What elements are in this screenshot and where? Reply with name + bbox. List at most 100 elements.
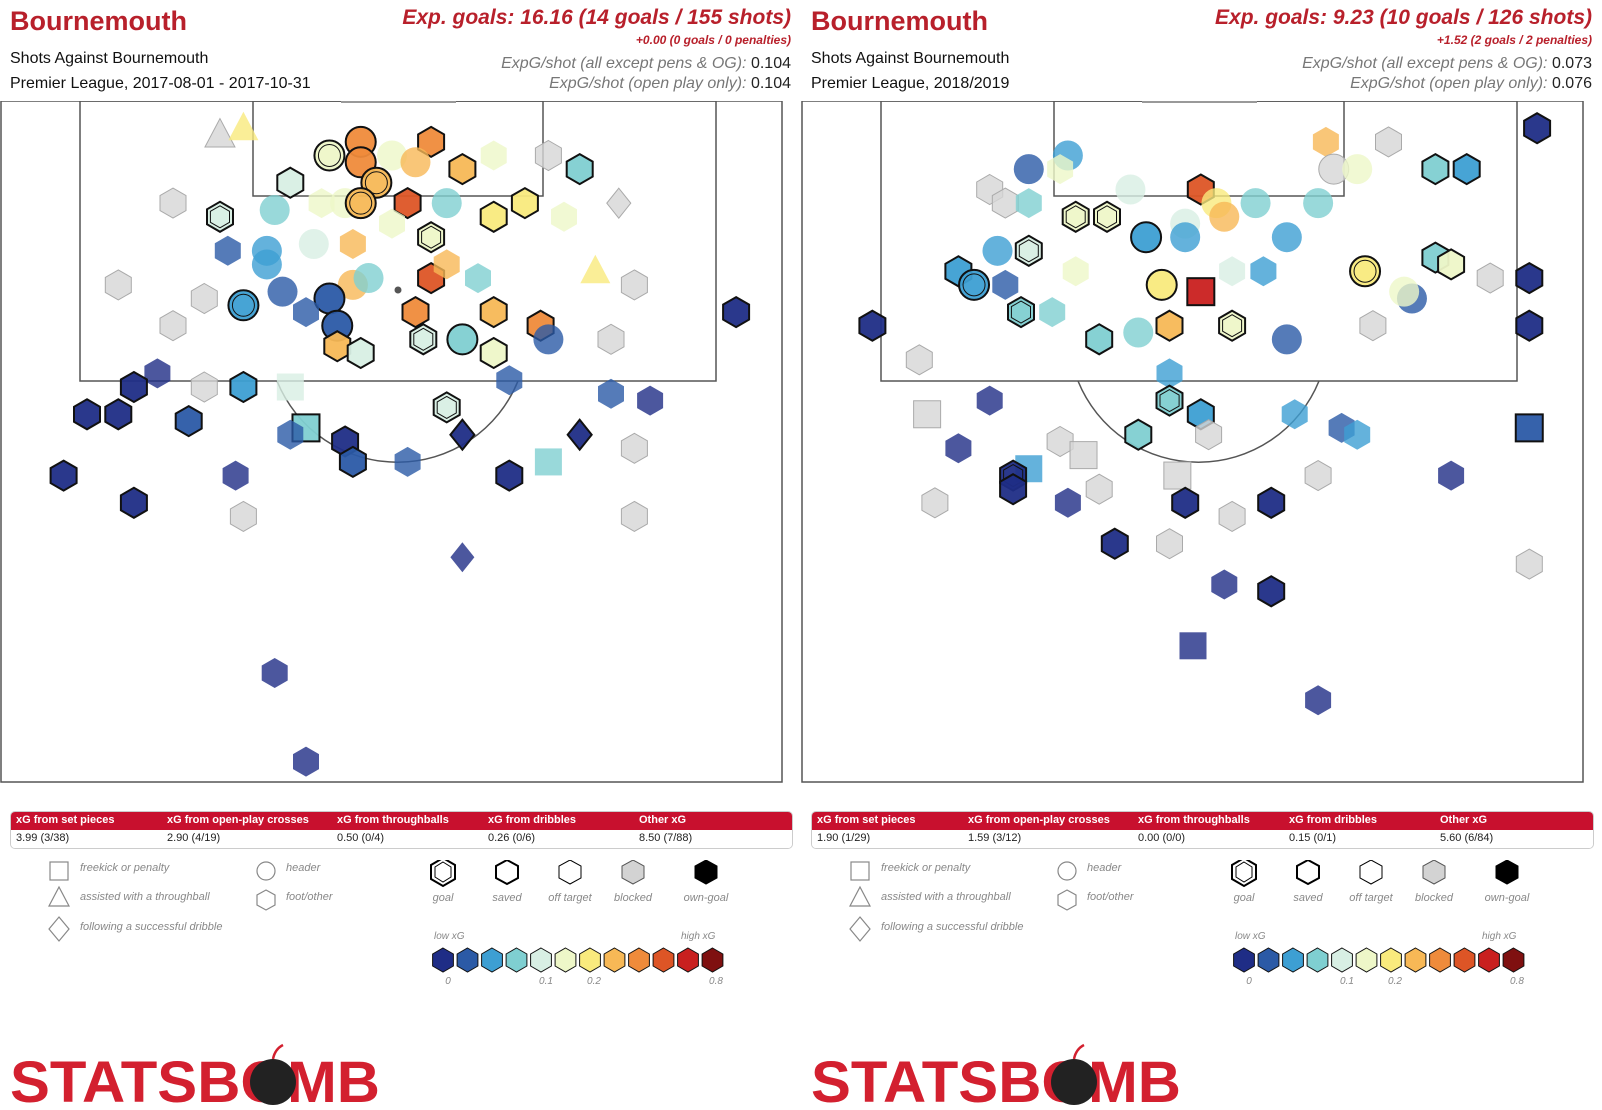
header-other-xg: Other xG [639,814,687,826]
shot-marker [1257,575,1286,608]
goal-marker-ring [413,327,434,351]
shot-marker [905,344,933,376]
shot-marker [580,254,611,284]
scale-swatch [1331,947,1353,973]
legend-own-goal-label: own-goal [1485,892,1530,904]
bomb-fuse-icon [271,1043,284,1060]
goal-marker-ring [364,171,388,195]
scale-high-label: high xG [1482,931,1517,942]
header-open-play-crosses: xG from open-play crosses [968,814,1110,826]
header-throughballs: xG from throughballs [337,814,449,826]
shot-marker [446,323,479,356]
shot-marker [338,445,367,479]
xg-table-row: 3.99 (3/38) 2.90 (4/19) 0.50 (0/4) 0.26 … [11,830,792,848]
scale-swatch [1380,947,1402,973]
legend-off-target-label: off target [548,892,592,904]
legend-saved-label: saved [492,892,522,904]
diamond-icon [48,916,70,942]
panel-left: Bournemouth Shots Against Bournemouth Pr… [0,6,793,1108]
color-swatches [432,947,724,973]
shot-marker [1039,297,1066,328]
shot-marker [449,418,476,452]
competition-period: Premier League, 2017-08-01 - 2017-10-31 [10,75,311,92]
shot-marker [144,358,171,389]
shot-marker [400,147,431,178]
shot-marker [1124,418,1153,451]
legend-shapes: freekick or penalty assisted with a thro… [48,861,334,942]
shot-marker [394,446,421,477]
shot-marker [1115,174,1146,205]
xg-per-shot-all: ExpG/shot (all except pens & OG): 0.104 [501,55,791,73]
legend-header-label: header [1087,862,1123,874]
own-goal-hexagon-icon [1495,860,1519,885]
value-set-pieces: 3.99 (3/38) [16,832,70,844]
diamond-icon [849,916,871,942]
legend: freekick or penalty assisted with a thro… [48,860,729,987]
shot-marker [533,324,564,355]
shot-marker [298,229,329,260]
scale-tick-0-1: 0.1 [1340,976,1354,987]
scale-tick-0-2: 0.2 [587,976,601,987]
triangle-icon [849,885,871,907]
shot-marker [251,249,282,280]
shot-marker [982,235,1013,266]
shot-marker [1389,276,1420,307]
saved-hexagon-icon [1296,860,1320,886]
scale-swatch [1478,947,1500,973]
penalties-summary: +1.52 (2 goals / 2 penalties) [1436,33,1592,47]
shot-marker [858,309,887,342]
shot-marker [261,658,288,688]
goal-marker-ring [1353,259,1377,283]
scale-swatch [1404,947,1427,973]
statsbomb-logo: STATSBOMB [10,1043,380,1108]
shot-marker [597,323,625,355]
scale-low-label: low xG [434,931,465,942]
shot-marker [1100,527,1129,560]
penalty-spot [394,286,402,294]
xg-per-shot-open: ExpG/shot (open play only): 0.104 [549,75,791,93]
shot-marker [921,487,949,519]
legend-blocked-label: blocked [614,892,653,904]
goal-hexagon-inner-icon [1235,861,1253,883]
shot-marker [722,295,751,329]
shot-marker [293,297,319,328]
circle-icon [1057,861,1077,881]
legend-dribble-label: following a successful dribble [80,921,222,933]
goal-hexagon-inner-icon [434,861,452,883]
goal-marker-ring [1065,205,1086,229]
xg-per-shot-all: ExpG/shot (all except pens & OG): 0.073 [1302,55,1592,73]
bomb-fuse-icon [1072,1043,1085,1060]
shot-marker [401,295,430,329]
shot-marker [1305,685,1332,716]
shot-marker [353,263,384,294]
shot-marker [229,370,258,404]
shot-marker [1013,154,1044,185]
shot-marker [479,336,508,370]
shot-marker [1303,188,1334,219]
shot-marker [1163,461,1192,490]
shot-marker [1218,500,1246,532]
xg-color-scale: low xG high xG 0 0.1 0.2 0.8 [432,931,724,987]
square-icon [850,861,870,881]
shot-marker [913,400,942,429]
penalties-summary: +0.00 (0 goals / 0 penalties) [635,33,791,47]
goal-marker-ring [231,293,255,317]
logo-text: STATSBOMB [10,1050,380,1108]
goal-marker-ring [1222,314,1243,338]
shot-marker [379,208,405,239]
shot-marker [1515,309,1544,342]
header-dribbles: xG from dribbles [1289,814,1378,826]
shot-marker [1156,358,1183,389]
shot-marker [1171,486,1200,519]
shot-marker [620,269,648,301]
shot-marker [1271,324,1302,355]
goal-marker-ring [1018,239,1039,263]
shot-marker [1515,261,1544,295]
scale-swatch [432,947,454,973]
xg-per-shot-open-label: ExpG/shot (open play only): [549,75,747,92]
shot-marker [323,330,352,363]
shot-marker [976,385,1003,416]
shot-marker [377,140,407,171]
shot-marker [1312,126,1339,157]
legend-header-label: header [286,862,322,874]
